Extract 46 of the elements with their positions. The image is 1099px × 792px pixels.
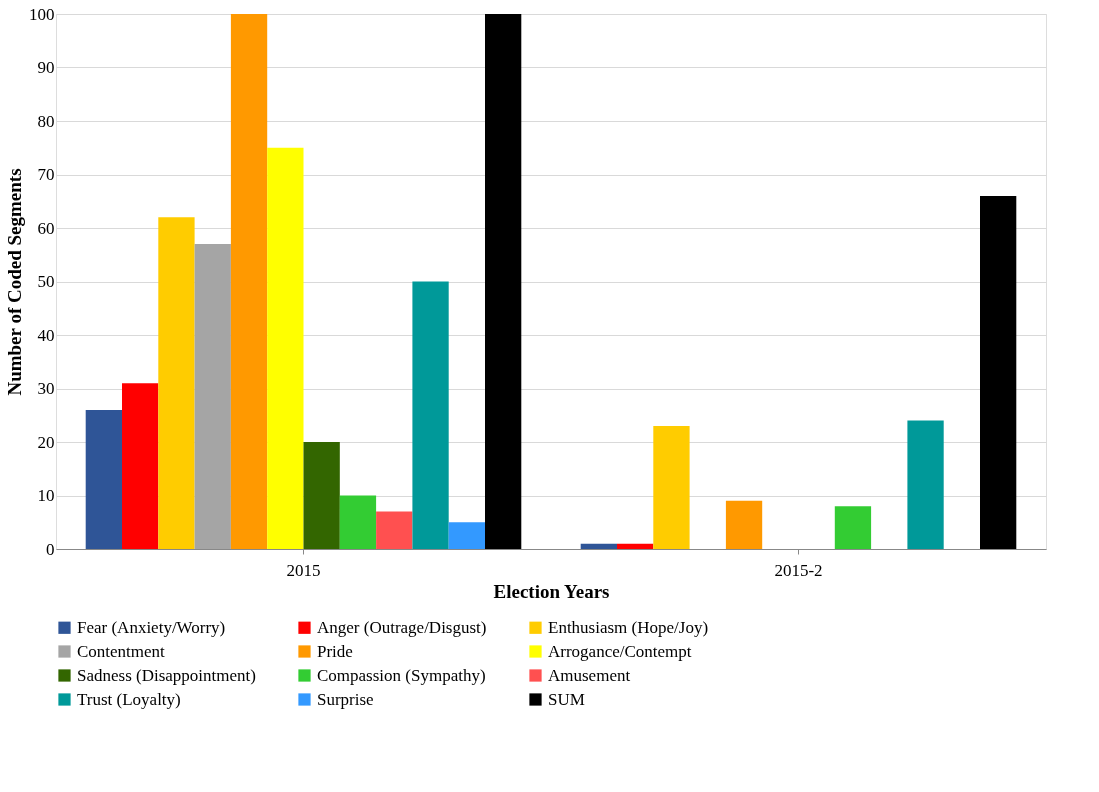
y-tick-label: 40 <box>37 325 55 345</box>
legend-label: Amusement <box>548 665 631 685</box>
y-tick-label: 10 <box>37 486 55 505</box>
bar <box>617 543 654 549</box>
bar <box>834 506 872 549</box>
bar <box>85 409 122 549</box>
bar <box>448 522 485 549</box>
legend-label: Surprise <box>317 689 374 709</box>
y-tick-label: 20 <box>37 432 55 452</box>
bar <box>267 147 304 549</box>
bar <box>339 495 377 549</box>
legend-label: Trust (Loyalty) <box>77 689 181 709</box>
y-tick-label: 70 <box>37 165 55 184</box>
bar <box>980 195 1017 549</box>
legend-label: Arrogance/Contempt <box>548 641 692 661</box>
legend-label: Fear (Anxiety/Worry) <box>77 617 226 637</box>
x-tick-label: 2015-2 <box>774 560 823 580</box>
y-tick-label: 90 <box>37 58 55 77</box>
bar <box>194 244 231 549</box>
legend-label: Enthusiasm (Hope/Joy) <box>548 617 709 637</box>
y-tick-label: 30 <box>37 379 55 398</box>
legend-label: Contentment <box>77 641 166 661</box>
bar <box>580 543 617 549</box>
bar <box>122 383 159 549</box>
bar <box>725 500 763 549</box>
y-tick-label: 50 <box>37 272 55 291</box>
y-axis-title: Number of Coded Segments <box>4 168 25 396</box>
y-tick-label: 0 <box>46 539 55 559</box>
bar <box>653 425 690 549</box>
legend-label: SUM <box>548 689 585 709</box>
bar <box>376 511 413 549</box>
bar <box>485 14 522 549</box>
legend-label: Anger (Outrage/Disgust) <box>317 617 487 637</box>
bar <box>412 281 449 549</box>
legend-label: Sadness (Disappointment) <box>77 665 256 685</box>
x-tick-label: 2015 <box>286 560 321 580</box>
bar <box>158 217 195 549</box>
legend-label: Compassion (Sympathy) <box>317 665 486 685</box>
y-tick-label: 100 <box>29 4 55 24</box>
x-axis-title: Election Years <box>493 580 610 602</box>
bar <box>303 442 340 549</box>
bar <box>230 14 268 549</box>
y-tick-label: 80 <box>37 111 55 131</box>
y-tick-label: 60 <box>37 218 55 238</box>
bar <box>907 420 944 549</box>
legend-label: Pride <box>317 641 353 661</box>
